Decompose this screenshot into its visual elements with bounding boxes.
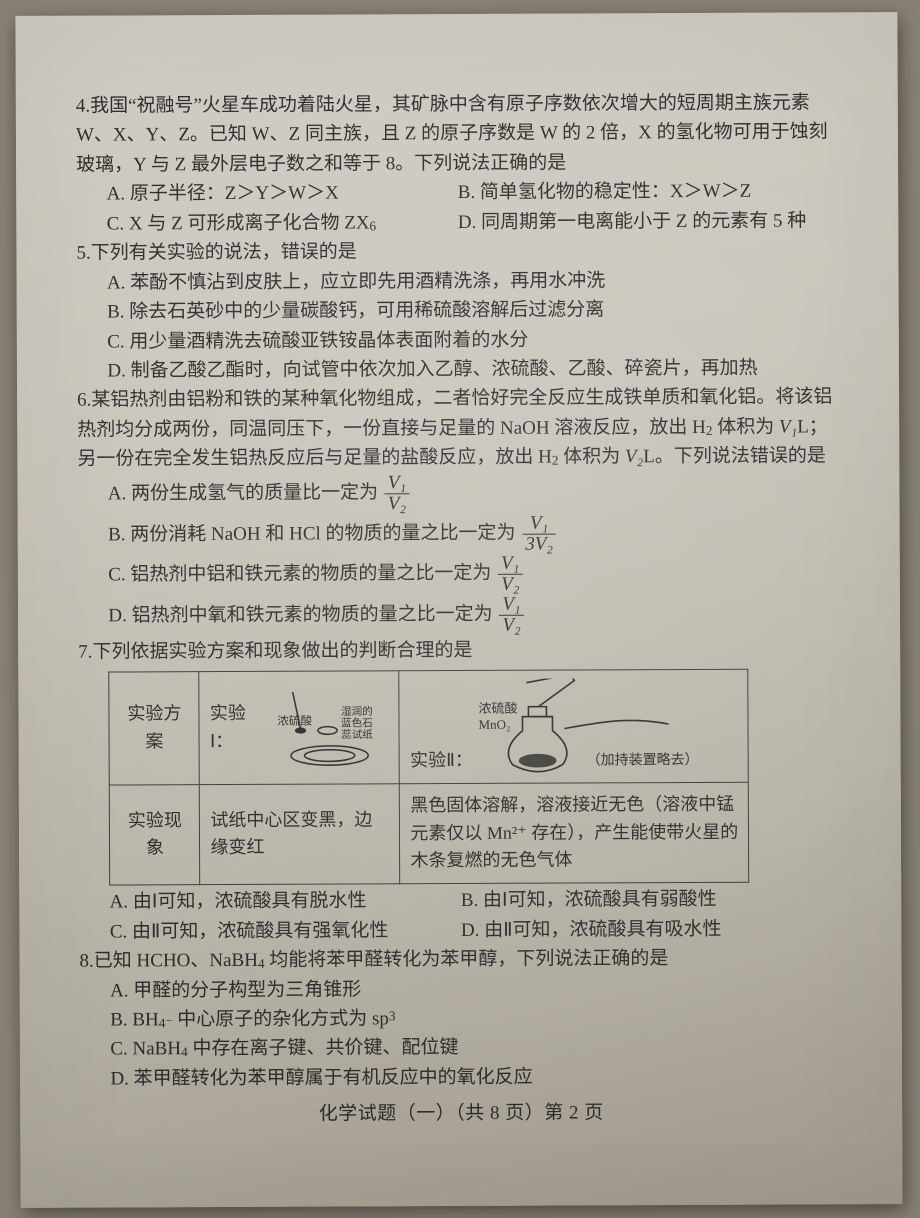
apparatus-2-label-a: 浓硫酸: [479, 700, 518, 715]
q6-option-b-text: B. 两份消耗 NaOH 和 HCl 的物质的量之比一定为: [108, 522, 516, 545]
q8-option-c: C. NaBH4 中存在离子键、共价键、配位键: [110, 1032, 842, 1065]
q8-option-d: D. 苯甲醛转化为苯甲醇属于有机反应中的氧化反应: [110, 1061, 842, 1094]
q6-option-d-text: D. 铝热剂中氧和铁元素的物质的量之比一定为: [108, 604, 492, 627]
q6-frac-a-d: V₂: [385, 494, 409, 514]
q4-option-a: A. 原子半径：Z＞Y＞W＞X: [107, 178, 458, 209]
q6-frac-b-n: V₁: [522, 513, 556, 534]
phenomenon-2: 黑色固体溶解，溶液接近无色（溶液中锰元素仅以 Mn²⁺ 存在），产生能使带火星的…: [400, 782, 749, 884]
experiment-2-label: 实验Ⅱ：: [410, 747, 473, 775]
q4-option-b: B. 简单氢化物的稳定性：X＞W＞Z: [458, 177, 809, 208]
q8-option-b: B. BH4⁻ 中心原子的杂化方式为 sp3: [110, 1002, 842, 1035]
question-5-stem: 下列有关实验的说法，错误的是: [91, 242, 357, 264]
apparatus-2-icon: 浓硫酸 MnO₂ （加持装置略去）: [479, 678, 709, 775]
experiment-table: 实验方案 实验Ⅰ： 浓硫酸: [109, 668, 750, 885]
q6-frac-a-n: V₁: [385, 473, 409, 494]
q4-option-c-text: C. X 与 Z 可形成离子化合物 ZX: [107, 212, 370, 234]
q8-b-mid: 中心原子的杂化方式为 sp: [172, 1008, 388, 1030]
q8-b-sup: 3: [389, 1008, 396, 1023]
apparatus-1-label-b: 湿润的 蓝色石 蕊试纸: [341, 704, 376, 740]
q6-option-d: D. 铝热剂中氧和铁元素的物质的量之比一定为 V₁V₂: [108, 594, 840, 638]
q6-frac-c: V₁V₂: [496, 554, 524, 595]
q6-option-c: C. 铝热剂中铝和铁元素的物质的量之比一定为 V₁V₂: [108, 553, 840, 597]
q8-c-pre: C. NaBH: [110, 1039, 181, 1060]
question-4: 4.我国“祝融号”火星车成功着陆火星，其矿脉中含有原子序数依次增大的短周期主族元…: [76, 88, 839, 239]
q4-option-c: C. X 与 Z 可形成离子化合物 ZX6: [107, 208, 458, 239]
q6-frac-d-n: V₁: [499, 595, 523, 616]
q8-b-pre: B. BH: [110, 1009, 159, 1030]
question-4-stem: 我国“祝融号”火星车成功着陆火星，其矿脉中含有原子序数依次增大的短周期主族元素 …: [76, 92, 828, 175]
question-8: 8.已知 HCHO、NaBH4 均能将苯甲醛转化为苯甲醇，下列说法正确的是 A.…: [79, 944, 842, 1095]
question-5-number: 5.: [76, 243, 90, 264]
apparatus-2-label-c: （加持装置略去）: [587, 752, 699, 768]
q4-option-c-sub: 6: [370, 218, 377, 233]
q6-stem-4: 体积为: [558, 447, 625, 468]
q8-option-a: A. 甲醛的分子构型为三角锥形: [110, 973, 842, 1006]
q6-v1: V₁: [779, 416, 797, 437]
q6-frac-b-d: 3V₂: [522, 534, 556, 554]
q4-option-d: D. 同周期第一电离能小于 Z 的元素有 5 种: [458, 206, 809, 237]
q8-c-post: 中存在离子键、共价键、配位键: [188, 1037, 459, 1059]
q5-option-d: D. 制备乙酸乙酯时，向试管中依次加入乙醇、浓硫酸、乙酸、碎瓷片，再加热: [107, 353, 839, 386]
question-7-number: 7.: [78, 642, 92, 663]
q5-option-b: B. 除去石英砂中的少量碳酸钙，可用稀硫酸溶解后过滤分离: [107, 294, 839, 327]
q6-option-b: B. 两份消耗 NaOH 和 HCl 的物质的量之比一定为 V₁3V₂: [108, 512, 840, 556]
phenomenon-1: 试纸中心区变黑，边缘变红: [200, 783, 400, 885]
question-4-number: 4.: [76, 96, 90, 117]
q7-option-a: A. 由Ⅰ可知，浓硫酸具有脱水性: [110, 886, 461, 917]
question-5: 5.下列有关实验的说法，错误的是 A. 苯酚不慎沾到皮肤上，应立即先用酒精洗涤，…: [76, 236, 839, 387]
q5-option-a: A. 苯酚不慎沾到皮肤上，应立即先用酒精洗涤，再用水冲洗: [107, 265, 839, 298]
table-header-1: 实验方案: [109, 671, 199, 784]
q5-option-c: C. 用少量酒精洗去硫酸亚铁铵晶体表面附着的水分: [107, 324, 839, 357]
question-6: 6.某铝热剂由铝粉和铁的某种氧化物组成，二者恰好完全反应生成铁单质和氧化铝。将该…: [77, 383, 840, 638]
q6-v2: V₂: [625, 446, 643, 467]
q6-stem-5: L。下列说法错误的是: [643, 446, 826, 468]
q6-stem-2: 体积为: [712, 416, 779, 437]
q6-frac-c-d: V₂: [498, 575, 522, 595]
apparatus-1-label-a: 浓硫酸: [277, 713, 312, 727]
q6-frac-b: V₁3V₂: [520, 513, 558, 554]
table-header-2: 实验现象: [110, 784, 200, 885]
q6-option-c-text: C. 铝热剂中铝和铁元素的物质的量之比一定为: [108, 563, 491, 586]
experiment-2-cell: 实验Ⅱ：: [399, 669, 748, 784]
q6-frac-d-d: V₂: [499, 616, 523, 636]
apparatus-2-label-b: MnO₂: [479, 716, 511, 731]
question-7-stem: 下列依据实验方案和现象做出的判断合理的是: [92, 640, 472, 663]
q6-frac-d: V₁V₂: [497, 595, 525, 636]
q6-frac-c-n: V₁: [498, 554, 522, 575]
q7-option-b: B. 由Ⅰ可知，浓硫酸具有弱酸性: [461, 885, 812, 916]
q6-option-a-text: A. 两份生成氢气的质量比一定为: [108, 482, 378, 504]
q8-stem-post: 均能将苯甲醛转化为苯甲醇，下列说法正确的是: [265, 948, 669, 971]
q6-frac-a: V₁V₂: [383, 473, 411, 514]
q7-option-c: C. 由Ⅱ可知，浓硫酸具有强氧化性: [110, 916, 461, 947]
q7-option-d: D. 由Ⅱ可知，浓硫酸具有吸水性: [461, 914, 812, 945]
question-8-number: 8.: [79, 951, 93, 972]
q8-stem-pre: 已知 HCHO、NaBH: [94, 950, 258, 972]
question-7: 7.下列依据实验方案和现象做出的判断合理的是 实验方案 实验Ⅰ：: [78, 635, 841, 947]
question-6-number: 6.: [77, 390, 91, 411]
experiment-1-label: 实验Ⅰ：: [210, 700, 267, 756]
q6-option-a: A. 两份生成氢气的质量比一定为 V₁V₂: [108, 471, 840, 515]
page-footer: 化学试题（一）（共 8 页）第 2 页: [80, 1097, 842, 1127]
q8-b-sub: 4⁻: [159, 1015, 173, 1030]
apparatus-1-icon: 浓硫酸 湿润的 蓝色石 蕊试纸: [273, 684, 389, 771]
experiment-1-cell: 实验Ⅰ： 浓硫酸 湿润的: [199, 670, 399, 784]
